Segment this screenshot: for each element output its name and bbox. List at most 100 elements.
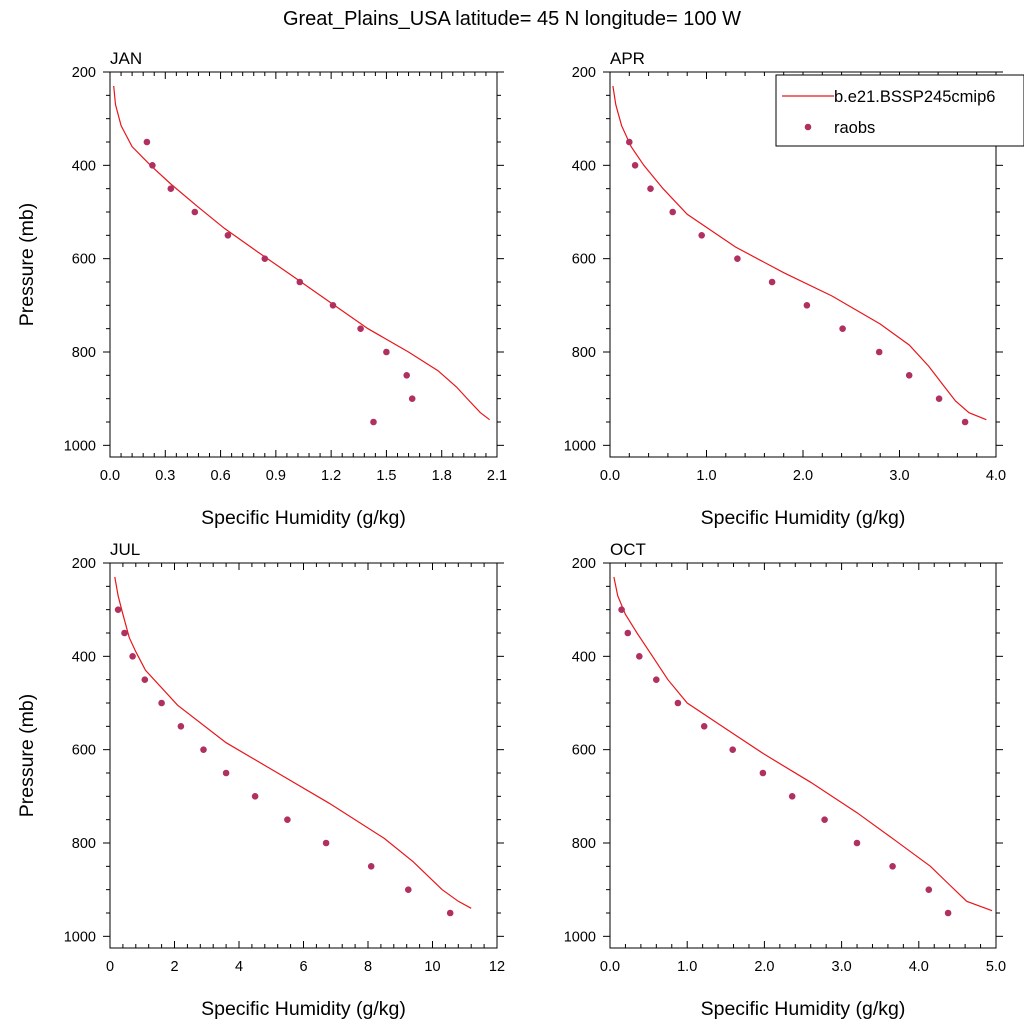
x-tick-label: 0.0 — [600, 959, 620, 975]
legend-obs-marker — [804, 123, 812, 131]
obs-point-apr — [935, 395, 943, 403]
obs-point-jul — [158, 699, 165, 707]
obs-point-jan — [296, 278, 304, 286]
obs-point-oct — [944, 909, 952, 917]
obs-point-apr — [669, 208, 676, 216]
plot-frame — [109, 71, 498, 458]
x-tick-label: 2.1 — [487, 468, 507, 484]
obs-point-oct — [821, 816, 828, 823]
obs-point-jul — [121, 629, 128, 637]
plot-frame — [609, 562, 997, 949]
obs-point-oct — [653, 676, 660, 683]
y-axis-title: Pressure (mb) — [16, 694, 38, 818]
panel-label: JAN — [110, 49, 142, 68]
obs-point-jan — [403, 372, 411, 379]
x-tick-label: 0.0 — [100, 468, 120, 484]
obs-point-apr — [839, 325, 846, 333]
obs-point-jul — [141, 676, 149, 683]
obs-point-apr — [905, 372, 913, 379]
y-tick-label: 400 — [72, 158, 96, 174]
y-tick-label: 600 — [572, 743, 596, 759]
y-tick-label: 200 — [72, 65, 96, 81]
x-axis-title: Specific Humidity (g/kg) — [701, 998, 906, 1020]
obs-point-oct — [889, 863, 896, 870]
model-line-oct — [613, 576, 993, 912]
x-tick-label: 3.0 — [832, 959, 852, 975]
obs-point-apr — [961, 418, 969, 426]
panel-jan: JAN 0.0 0.3 0.6 0.9 1.2 1.5 1.8 2.1 200 400 600 800 1… — [16, 49, 507, 529]
obs-point-jan — [261, 255, 269, 262]
x-tick-label: 12 — [489, 959, 505, 975]
obs-point-jan — [143, 138, 151, 146]
x-tick-label: 0.0 — [600, 468, 620, 484]
x-tick-label: 0 — [106, 959, 114, 975]
x-tick-label: 6 — [299, 959, 307, 975]
x-tick-label: 1.5 — [376, 468, 396, 484]
obs-point-apr — [768, 278, 776, 286]
y-tick-label: 800 — [72, 345, 96, 361]
y-tick-label: 400 — [572, 158, 596, 174]
x-axis-title: Specific Humidity (g/kg) — [201, 998, 406, 1020]
y-tick-label: 200 — [572, 556, 596, 572]
x-tick-label: 0.9 — [266, 468, 286, 484]
panels-group: JAN 0.0 0.3 0.6 0.9 1.2 1.5 1.8 2.1 200 400 600 800 1… — [16, 49, 1006, 1020]
panel-label: APR — [610, 49, 645, 68]
y-tick-label: 400 — [72, 649, 96, 665]
panel-label: OCT — [610, 540, 646, 559]
y-tick-label: 600 — [572, 252, 596, 268]
x-tick-label: 3.0 — [889, 468, 909, 484]
y-tick-label: 1000 — [564, 929, 596, 945]
y-tick-label: 400 — [572, 649, 596, 665]
panel-jul: JUL 0 2 4 6 8 10 12 200 400 600 800 1000 Specific Hum… — [16, 540, 505, 1020]
x-axis-title: Specific Humidity (g/kg) — [701, 507, 906, 529]
obs-point-jan — [329, 302, 337, 309]
obs-point-jan — [167, 185, 175, 192]
obs-point-jul — [177, 723, 185, 730]
x-tick-label: 4 — [235, 959, 243, 975]
obs-point-oct — [853, 839, 861, 847]
obs-point-oct — [729, 746, 736, 753]
x-axis-title: Specific Humidity (g/kg) — [201, 507, 406, 529]
y-tick-label: 800 — [72, 836, 96, 852]
obs-point-oct — [674, 699, 682, 707]
obs-point-jan — [383, 348, 390, 356]
panel-oct: OCT 0.0 1.0 2.0 3.0 4.0 5.0 200 400 600 800 1000 Spe… — [564, 540, 1006, 1020]
obs-point-oct — [624, 629, 632, 637]
obs-point-jul — [284, 816, 291, 823]
obs-point-jul — [367, 863, 375, 870]
x-tick-label: 4.0 — [909, 959, 929, 975]
obs-point-jul — [405, 886, 412, 893]
x-tick-label: 5.0 — [986, 959, 1006, 975]
x-tick-label: 2.0 — [754, 959, 774, 975]
obs-point-apr — [698, 232, 705, 239]
obs-point-jan — [191, 208, 199, 216]
y-tick-label: 800 — [572, 836, 596, 852]
obs-point-jan — [370, 418, 377, 426]
obs-point-apr — [631, 162, 639, 169]
y-tick-label: 600 — [72, 743, 96, 759]
x-tick-label: 0.3 — [155, 468, 175, 484]
obs-point-jan — [357, 325, 364, 333]
y-tick-label: 800 — [572, 345, 596, 361]
y-tick-label: 200 — [72, 556, 96, 572]
obs-point-apr — [875, 348, 883, 356]
x-tick-label: 10 — [424, 959, 440, 975]
y-tick-label: 600 — [72, 252, 96, 268]
legend-obs-label: raobs — [834, 119, 875, 137]
x-tick-label: 4.0 — [986, 468, 1006, 484]
obs-point-jul — [222, 769, 230, 777]
obs-point-jul — [129, 653, 136, 660]
obs-point-jul — [200, 746, 207, 753]
obs-point-jan — [408, 395, 416, 403]
obs-point-apr — [803, 302, 811, 309]
obs-point-jul — [446, 909, 454, 917]
legend-box — [775, 74, 1024, 147]
y-tick-label: 1000 — [564, 438, 596, 454]
y-tick-label: 1000 — [64, 438, 96, 454]
obs-point-oct — [636, 653, 643, 660]
x-tick-label: 1.2 — [321, 468, 341, 484]
x-tick-label: 1.0 — [696, 468, 716, 484]
figure-title: Great_Plains_USA latitude= 45 N longitud… — [283, 8, 741, 30]
obs-point-oct — [925, 886, 933, 893]
